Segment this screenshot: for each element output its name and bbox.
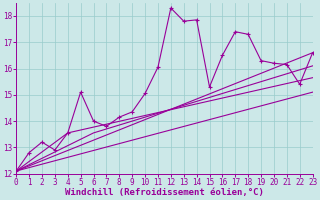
X-axis label: Windchill (Refroidissement éolien,°C): Windchill (Refroidissement éolien,°C) <box>65 188 264 197</box>
